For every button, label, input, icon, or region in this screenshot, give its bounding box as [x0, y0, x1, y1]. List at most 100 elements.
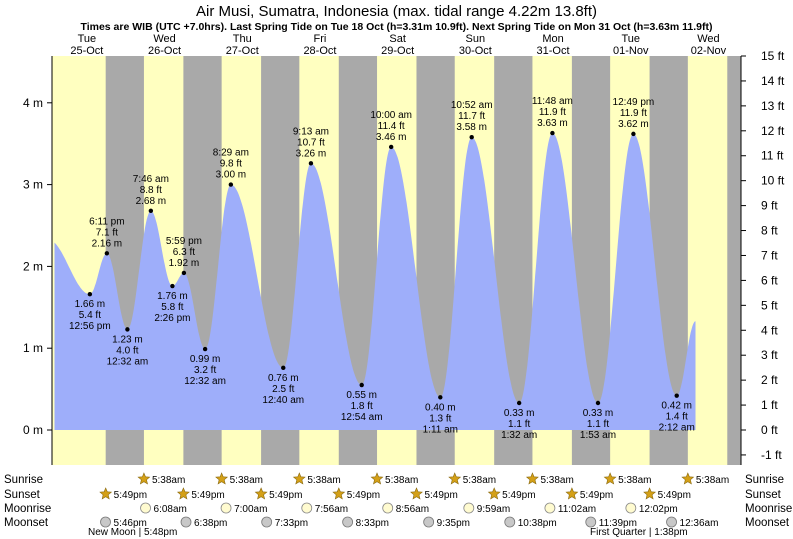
sunset-time: 5:49pm: [580, 490, 613, 501]
moonrise-time: 9:59am: [477, 504, 510, 515]
sunset-time: 5:49pm: [502, 490, 535, 501]
tide-point: [170, 283, 175, 289]
foot-tick-label: 7 ft: [761, 248, 778, 262]
tide-m-label: 0.99 m: [190, 354, 221, 365]
moonset-icon: [342, 516, 354, 528]
day-of-week-label: Fri: [314, 33, 327, 45]
tide-m-label: 3.46 m: [376, 132, 407, 143]
foot-tick-label: 9 ft: [761, 199, 778, 213]
tide-m-label: 0.42 m: [661, 401, 692, 412]
moonset-time: 7:33pm: [275, 518, 308, 529]
new-moon-label: New Moon | 5:48pm: [88, 527, 177, 538]
tide-ft-label: 1.1 ft: [587, 419, 609, 430]
tide-ft-label: 1.1 ft: [508, 419, 530, 430]
moonrise-icon: [301, 502, 313, 514]
sunset-icon: [643, 487, 657, 500]
moonset-row-label-right: Moonset: [745, 517, 790, 529]
foot-tick-label: 1 ft: [761, 398, 778, 412]
chart-title: Air Musi, Sumatra, Indonesia (max. tidal…: [196, 3, 597, 20]
foot-tick-label: 11 ft: [761, 149, 784, 163]
meter-tick-label: 1 m: [23, 341, 43, 355]
tide-m-label: 3.00 m: [216, 170, 247, 181]
tide-m-label: 1.76 m: [157, 291, 188, 302]
moonrise-time: 6:08am: [154, 504, 187, 515]
tide-time-label: 7:46 am: [133, 174, 169, 185]
sunrise-row-label-left: Sunrise: [4, 474, 43, 486]
tide-ft-label: 3.2 ft: [194, 365, 216, 376]
tide-point: [359, 382, 364, 388]
moonset-icon: [423, 516, 435, 528]
sunrise-time: 5:38am: [696, 475, 729, 486]
meter-tick-label: 0 m: [23, 423, 43, 437]
foot-tick-label: 10 ft: [761, 174, 785, 188]
sun-moon-rows: Sunrise Sunrise Sunset Sunset Moonrise Moonri…: [4, 472, 792, 538]
tide-point: [674, 393, 679, 398]
sunrise-row-label-right: Sunrise: [745, 474, 784, 486]
day-of-week-label: Wed: [153, 33, 175, 45]
tide-curve: [54, 133, 696, 430]
day-of-week-label: Thu: [233, 33, 252, 45]
sunset-time: 5:49pm: [658, 490, 691, 501]
sunset-icon: [254, 487, 268, 500]
tide-m-label: 1.23 m: [112, 334, 143, 345]
moonrise-time: 11:02am: [558, 504, 596, 515]
tide-m-label: 1.66 m: [75, 299, 106, 310]
tide-point: [281, 365, 286, 371]
day-of-week-label: Sat: [389, 33, 406, 45]
right-axis-feet: -1 ft 0 ft 1 ft 2 ft 3 ft 4 ft 5 ft 6 ft 7 ft 8 f…: [741, 49, 785, 462]
tide-time-label: 12:32 am: [107, 356, 149, 367]
tide-m-label: 1.92 m: [169, 258, 200, 269]
date-label: 29-Oct: [381, 45, 414, 57]
moonrise-row-label-right: Moonrise: [745, 503, 792, 515]
sunrise-time: 5:38am: [385, 475, 418, 486]
tide-m-label: 2.16 m: [92, 238, 123, 249]
gridlines: [51, 56, 742, 465]
tide-m-label: 0.76 m: [268, 373, 299, 384]
moonset-time: 9:35pm: [437, 518, 470, 529]
tide-time-label: 12:49 pm: [613, 97, 655, 108]
moonset-icon: [261, 516, 273, 528]
tide-ft-label: 10.7 ft: [297, 137, 325, 148]
day-of-week-label: Tue: [621, 33, 640, 45]
tide-time-label: 1:11 am: [423, 424, 458, 435]
sunset-icon: [410, 487, 423, 500]
tide-time-label: 11:48 am: [532, 96, 573, 107]
moonrise-row-label-left: Moonrise: [4, 503, 51, 515]
tide-m-label: 3.26 m: [296, 148, 327, 159]
moonset-icon: [100, 516, 111, 528]
tide-point: [87, 292, 93, 297]
moonrise-time: 8:56am: [396, 504, 429, 515]
tide-point: [469, 134, 474, 140]
foot-tick-label: 8 ft: [761, 224, 778, 238]
sunset-row-label-left: Sunset: [4, 489, 41, 501]
sunset-icon: [487, 487, 501, 500]
sunrise-time: 5:38am: [618, 475, 651, 486]
tide-point: [228, 182, 234, 187]
moonrise-icon: [220, 502, 232, 514]
day-of-week-label: Tue: [78, 33, 97, 45]
tide-m-label: 0.55 m: [346, 390, 377, 401]
moonset-icon: [585, 516, 597, 528]
tide-time-label: 5:59 pm: [166, 236, 202, 247]
tide-time-label: 6:11 pm: [89, 216, 124, 227]
moonrise-icon: [625, 502, 637, 514]
tide-ft-label: 11.9 ft: [539, 107, 566, 118]
tide-time-label: 12:54 am: [341, 412, 383, 423]
sunset-time: 5:49pm: [424, 490, 457, 501]
left-axis-meters: 0 m 1 m 2 m 3 m 4 m: [23, 96, 52, 437]
tide-m-label: 3.62 m: [618, 119, 649, 130]
day-of-week-label: Wed: [697, 33, 719, 45]
moonset-icon: [666, 516, 677, 528]
sunrise-icon: [525, 472, 539, 485]
tide-m-label: 3.63 m: [537, 118, 568, 129]
tide-m-label: 2.68 m: [136, 196, 167, 207]
tide-ft-label: 5.8 ft: [161, 302, 183, 313]
tide-time-label: 12:32 am: [184, 376, 226, 387]
tide-point: [308, 161, 314, 166]
sunset-time: 5:49pm: [269, 490, 302, 501]
sunset-time: 5:49pm: [191, 490, 224, 501]
foot-tick-label: 12 ft: [761, 124, 785, 138]
tide-point: [550, 130, 555, 136]
tide-point: [595, 400, 601, 406]
day-of-week-label: Sun: [466, 33, 486, 45]
